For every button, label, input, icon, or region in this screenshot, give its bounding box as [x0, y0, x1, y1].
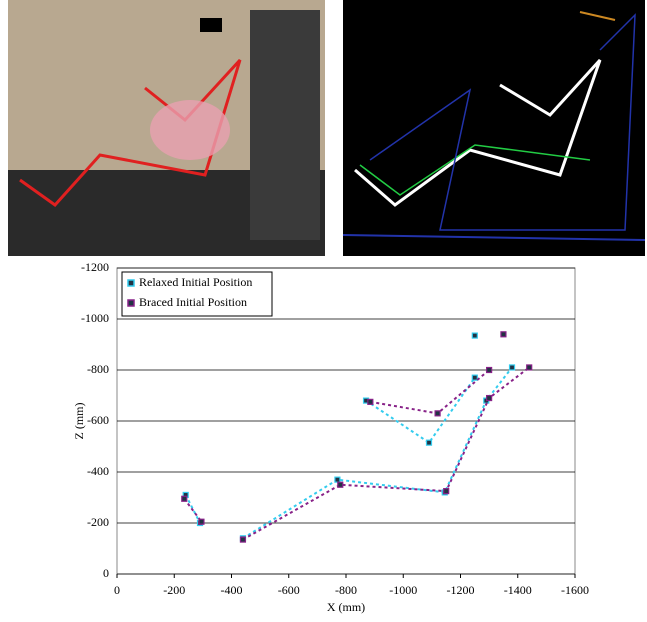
legend-label: Relaxed Initial Position: [139, 275, 252, 289]
legend-label: Braced Initial Position: [139, 295, 247, 309]
marker: [240, 537, 245, 542]
x-tick-label: -200: [163, 583, 185, 597]
y-tick-label: 0: [103, 566, 109, 580]
photo-left: [8, 0, 325, 256]
x-tick-label: -600: [278, 583, 300, 597]
legend-marker: [128, 280, 134, 286]
x-tick-label: -1400: [504, 583, 532, 597]
marker: [510, 365, 515, 370]
y-tick-label: -400: [87, 464, 109, 478]
x-tick-label: -1600: [561, 583, 589, 597]
y-tick-label: -600: [87, 413, 109, 427]
x-tick-label: -400: [221, 583, 243, 597]
marker: [338, 482, 343, 487]
x-tick-label: -800: [335, 583, 357, 597]
x-axis-label: X (mm): [327, 600, 365, 614]
y-axis-label: Z (mm): [72, 403, 86, 440]
marker: [527, 365, 532, 370]
marker: [199, 519, 204, 524]
marker: [472, 333, 477, 338]
marker: [472, 375, 477, 380]
x-tick-label: -1000: [389, 583, 417, 597]
y-tick-label: -800: [87, 362, 109, 376]
marker: [335, 477, 340, 482]
x-tick-label: -1200: [447, 583, 475, 597]
chart: X (mm) Z (mm): [72, 268, 575, 614]
y-tick-label: -1000: [81, 311, 109, 325]
marker: [487, 396, 492, 401]
marker: [435, 411, 440, 416]
marker: [444, 489, 449, 494]
x-tick-label: 0: [114, 583, 120, 597]
marker: [501, 332, 506, 337]
marker: [427, 440, 432, 445]
y-tick-label: -1200: [81, 260, 109, 274]
legend-marker: [128, 300, 134, 306]
photo-right: [343, 0, 645, 256]
marker: [487, 368, 492, 373]
marker: [182, 496, 187, 501]
figure: X (mm) Z (mm) 0 -200 -400 -600 -800 -1000 -120…: [0, 0, 647, 617]
marker: [368, 399, 373, 404]
y-tick-label: -200: [87, 515, 109, 529]
